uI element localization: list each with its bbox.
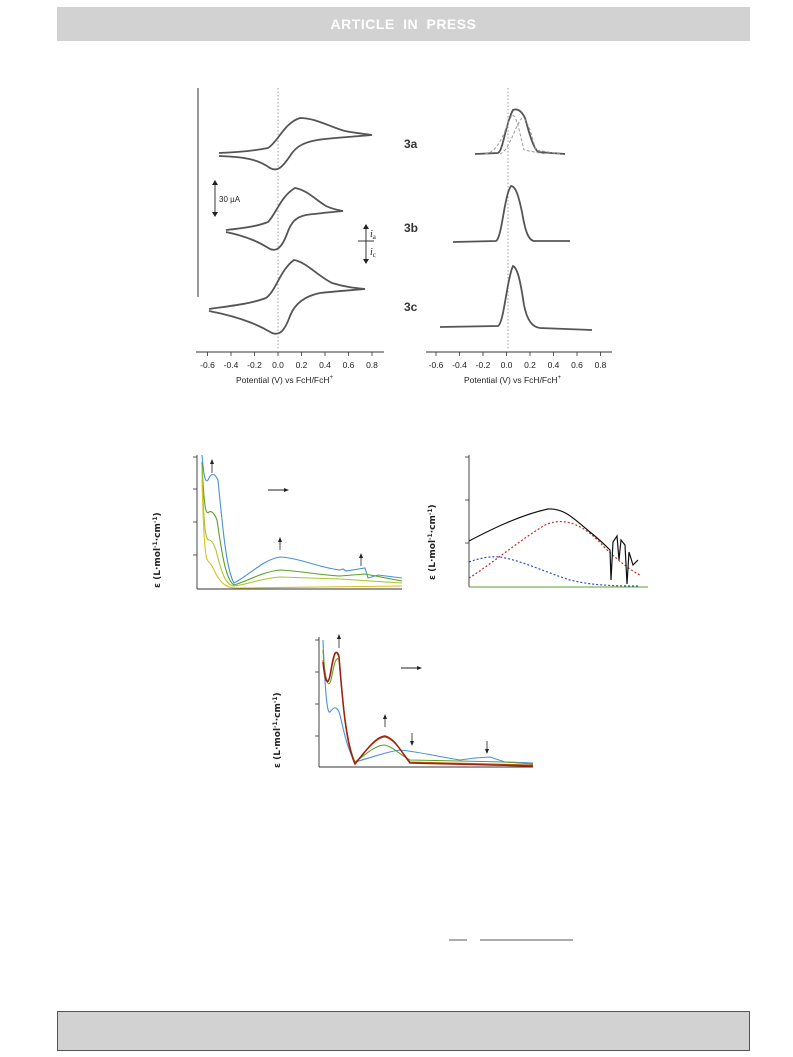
cv-x-axis-tick-label: -0.6 xyxy=(200,360,215,370)
article-in-press-banner: ARTICLE IN PRESS xyxy=(57,7,750,41)
current-indicator-arrow-up xyxy=(363,224,369,229)
compound-label-3c: 3c xyxy=(404,300,418,314)
dpv-trace-3c xyxy=(439,264,593,331)
uv-left-series-yellowgreen xyxy=(201,469,403,587)
uv-bottom-y-label: ε (L·mol-1·cm-1) xyxy=(272,692,283,768)
current-indicator-arrow-down xyxy=(363,259,369,264)
uv-bottom-series-blue xyxy=(322,639,534,764)
dpv-deconv-1 xyxy=(484,114,546,155)
uv-bottom-series-orange xyxy=(322,651,534,766)
uv-left-arrows xyxy=(210,459,363,566)
dpv-x-axis-tick-label: 0.8 xyxy=(595,360,607,370)
compound-label-3b: 3b xyxy=(404,221,418,235)
dpv-x-axis-tick-label: -0.6 xyxy=(429,360,444,370)
cv-x-axis-title: Potential (V) vs FcH/FcH+ xyxy=(236,375,334,385)
cv-x-axis xyxy=(196,351,384,356)
figure-uv-left: ε (L·mol-1·cm-1) xyxy=(152,454,403,590)
cv-x-axis-tick-label: 0.6 xyxy=(343,360,355,370)
cv-x-axis-tick-label: 0.8 xyxy=(366,360,378,370)
figure-uv-bottom: ε (L·mol-1·cm-1) xyxy=(272,634,534,768)
banner-text: ARTICLE IN PRESS xyxy=(330,16,477,32)
dpv-x-axis-tick-label: 0.0 xyxy=(501,360,513,370)
dpv-x-axis xyxy=(426,351,612,356)
dpv-x-axis-tick-label: 0.4 xyxy=(548,360,560,370)
uv-left-y-label: ε (L·mol-1·cm-1) xyxy=(152,512,163,588)
uv-left-series-green xyxy=(201,461,403,586)
figure-remnant-lines xyxy=(449,939,573,941)
uv-bottom-series-green xyxy=(322,649,534,765)
dpv-x-axis-title: Potential (V) vs FcH/FcH+ xyxy=(464,375,562,385)
dpv-trace-3a xyxy=(474,108,566,155)
cv-x-axis-tick-label: 0.0 xyxy=(272,360,284,370)
footer-citation-box xyxy=(57,1011,750,1051)
dpv-deconv-2 xyxy=(499,117,561,155)
uv-right-y-label: ε (L·mol-1·cm-1) xyxy=(427,504,438,580)
dpv-x-axis-tick-label: 0.6 xyxy=(571,360,583,370)
uv-left-series-blue xyxy=(201,454,403,584)
uv-left-series-yellow xyxy=(201,479,403,589)
cv-x-axis-tick-label: 0.2 xyxy=(296,360,308,370)
scale-bar-label: 30 µA xyxy=(219,195,241,204)
dpv-trace-3b xyxy=(452,185,570,243)
uv-right-fit-blue xyxy=(468,556,641,587)
dpv-x-axis-tick-label: -0.2 xyxy=(476,360,491,370)
cv-trace-3b xyxy=(225,187,344,251)
dpv-x-axis-tick-label: -0.4 xyxy=(452,360,467,370)
anodic-label: ia xyxy=(370,229,377,241)
cv-trace-3a xyxy=(218,117,373,171)
cv-trace-3c xyxy=(208,259,366,335)
cv-x-axis-tick-label: 0.4 xyxy=(319,360,331,370)
cv-x-axis-tick-label: -0.4 xyxy=(224,360,239,370)
scale-bar-arrow-down xyxy=(212,212,218,217)
figure-uv-right: ε (L·mol-1·cm-1) xyxy=(427,455,648,588)
uv-right-fit-red xyxy=(468,521,641,579)
cathodic-label: ic xyxy=(370,247,376,259)
cv-x-axis-tick-label: -0.2 xyxy=(247,360,262,370)
scale-bar-arrow-up xyxy=(212,180,218,185)
compound-label-3a: 3a xyxy=(404,137,418,151)
uv-bottom-arrows xyxy=(337,634,489,754)
uv-bottom-series-darkred xyxy=(322,651,534,767)
uv-right-spectrum xyxy=(468,508,639,585)
dpv-x-axis-tick-label: 0.2 xyxy=(524,360,536,370)
figure-top: 30 µA ia ic 3a 3b 3c -0.6 -0.4 -0.2 0.0 0.2 0… xyxy=(196,88,612,385)
